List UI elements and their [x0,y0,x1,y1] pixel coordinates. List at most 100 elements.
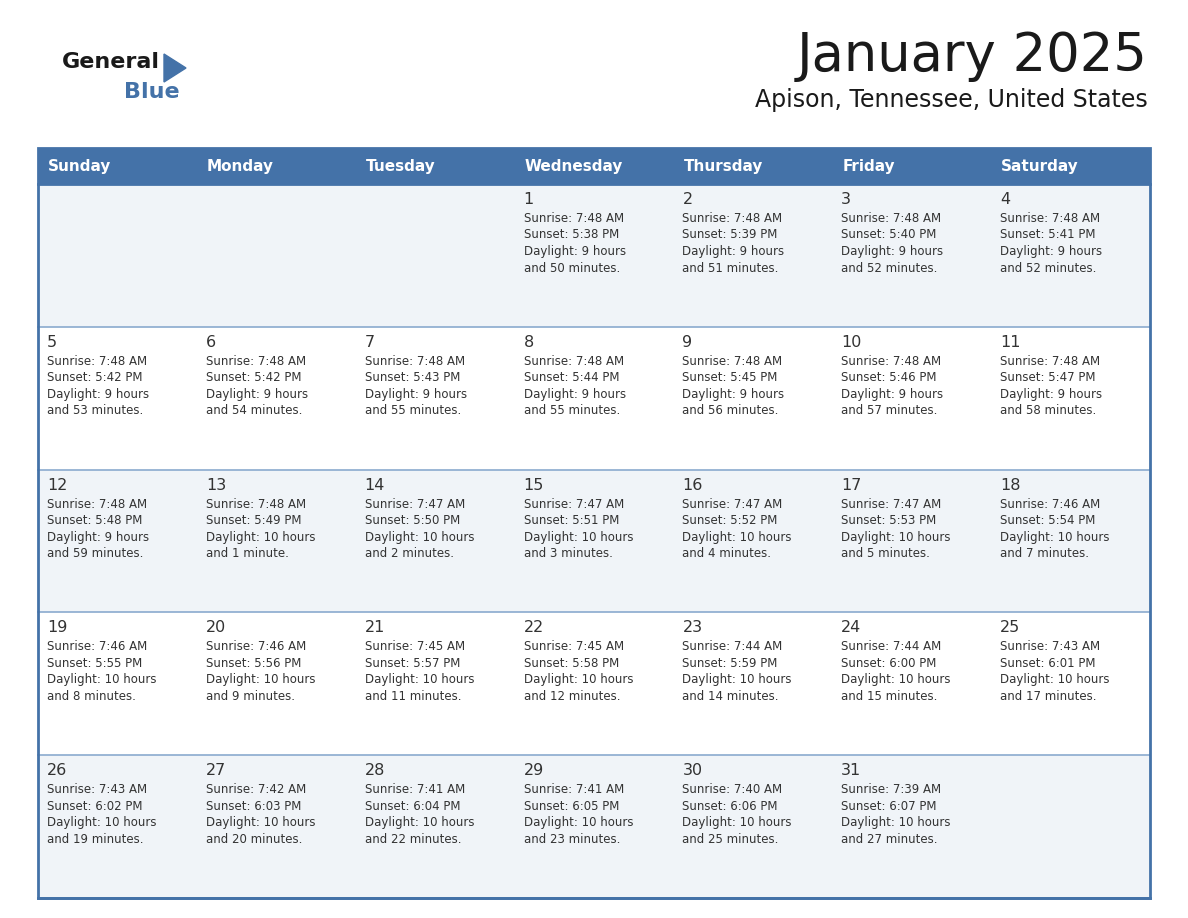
Text: and 53 minutes.: and 53 minutes. [48,404,144,418]
Text: 5: 5 [48,335,57,350]
Text: Daylight: 10 hours: Daylight: 10 hours [682,531,792,543]
Text: 6: 6 [206,335,216,350]
Text: Daylight: 10 hours: Daylight: 10 hours [365,674,474,687]
Text: and 52 minutes.: and 52 minutes. [1000,262,1097,274]
Text: Sunset: 5:50 PM: Sunset: 5:50 PM [365,514,460,527]
Text: Sunset: 5:59 PM: Sunset: 5:59 PM [682,657,778,670]
Text: Sunrise: 7:48 AM: Sunrise: 7:48 AM [841,212,941,225]
Text: Sunrise: 7:46 AM: Sunrise: 7:46 AM [48,641,147,654]
Text: and 58 minutes.: and 58 minutes. [1000,404,1097,418]
Text: and 17 minutes.: and 17 minutes. [1000,690,1097,703]
Text: Daylight: 10 hours: Daylight: 10 hours [1000,531,1110,543]
Text: Tuesday: Tuesday [366,159,436,174]
Text: 28: 28 [365,763,385,778]
Text: 26: 26 [48,763,68,778]
Text: Sunset: 6:01 PM: Sunset: 6:01 PM [1000,657,1095,670]
Text: Daylight: 10 hours: Daylight: 10 hours [524,816,633,829]
Text: 16: 16 [682,477,703,493]
Text: 7: 7 [365,335,375,350]
Text: Sunset: 5:42 PM: Sunset: 5:42 PM [48,371,143,385]
Text: 27: 27 [206,763,226,778]
Text: Daylight: 9 hours: Daylight: 9 hours [524,387,626,401]
Text: and 56 minutes.: and 56 minutes. [682,404,779,418]
Text: Sunrise: 7:47 AM: Sunrise: 7:47 AM [524,498,624,510]
Text: Sunrise: 7:45 AM: Sunrise: 7:45 AM [365,641,465,654]
Text: and 51 minutes.: and 51 minutes. [682,262,779,274]
Text: Daylight: 10 hours: Daylight: 10 hours [682,816,792,829]
Text: 23: 23 [682,621,702,635]
Text: Sunset: 5:52 PM: Sunset: 5:52 PM [682,514,778,527]
Text: Sunset: 5:46 PM: Sunset: 5:46 PM [841,371,937,385]
Text: Sunset: 5:51 PM: Sunset: 5:51 PM [524,514,619,527]
Text: and 9 minutes.: and 9 minutes. [206,690,295,703]
Text: Sunset: 5:38 PM: Sunset: 5:38 PM [524,229,619,241]
Text: and 54 minutes.: and 54 minutes. [206,404,302,418]
Text: Blue: Blue [124,82,179,102]
Text: Sunset: 5:53 PM: Sunset: 5:53 PM [841,514,936,527]
Text: Sunrise: 7:48 AM: Sunrise: 7:48 AM [682,212,783,225]
Text: Sunset: 5:49 PM: Sunset: 5:49 PM [206,514,302,527]
Text: and 50 minutes.: and 50 minutes. [524,262,620,274]
Text: Daylight: 9 hours: Daylight: 9 hours [1000,245,1102,258]
Text: Daylight: 10 hours: Daylight: 10 hours [365,531,474,543]
Polygon shape [164,54,187,82]
Text: and 25 minutes.: and 25 minutes. [682,833,779,845]
Text: Sunrise: 7:48 AM: Sunrise: 7:48 AM [1000,212,1100,225]
Text: Daylight: 10 hours: Daylight: 10 hours [524,531,633,543]
Text: Sunset: 6:04 PM: Sunset: 6:04 PM [365,800,460,812]
Bar [38,756,1150,898]
Text: 22: 22 [524,621,544,635]
Text: Daylight: 9 hours: Daylight: 9 hours [524,245,626,258]
Text: Daylight: 10 hours: Daylight: 10 hours [841,531,950,543]
Text: January 2025: January 2025 [797,30,1148,82]
Text: Sunrise: 7:39 AM: Sunrise: 7:39 AM [841,783,941,796]
Text: 14: 14 [365,477,385,493]
Text: 19: 19 [48,621,68,635]
Text: and 20 minutes.: and 20 minutes. [206,833,302,845]
Text: Daylight: 9 hours: Daylight: 9 hours [1000,387,1102,401]
Text: and 8 minutes.: and 8 minutes. [48,690,135,703]
Text: and 12 minutes.: and 12 minutes. [524,690,620,703]
Text: Sunday: Sunday [48,159,112,174]
Text: Sunrise: 7:42 AM: Sunrise: 7:42 AM [206,783,307,796]
Text: Sunrise: 7:47 AM: Sunrise: 7:47 AM [682,498,783,510]
Text: Sunrise: 7:46 AM: Sunrise: 7:46 AM [1000,498,1100,510]
Text: Daylight: 10 hours: Daylight: 10 hours [841,816,950,829]
Text: Sunrise: 7:47 AM: Sunrise: 7:47 AM [841,498,942,510]
Text: Sunrise: 7:48 AM: Sunrise: 7:48 AM [524,354,624,368]
Text: 31: 31 [841,763,861,778]
Text: and 59 minutes.: and 59 minutes. [48,547,144,560]
Text: Daylight: 9 hours: Daylight: 9 hours [682,387,784,401]
Text: Sunset: 5:58 PM: Sunset: 5:58 PM [524,657,619,670]
Text: 10: 10 [841,335,861,350]
Text: and 52 minutes.: and 52 minutes. [841,262,937,274]
Text: Sunrise: 7:41 AM: Sunrise: 7:41 AM [365,783,465,796]
Text: Sunset: 6:06 PM: Sunset: 6:06 PM [682,800,778,812]
Text: 4: 4 [1000,192,1010,207]
Text: Sunrise: 7:44 AM: Sunrise: 7:44 AM [682,641,783,654]
Text: Sunset: 5:39 PM: Sunset: 5:39 PM [682,229,778,241]
Bar [38,612,1150,756]
Text: and 23 minutes.: and 23 minutes. [524,833,620,845]
Text: and 57 minutes.: and 57 minutes. [841,404,937,418]
Text: Daylight: 10 hours: Daylight: 10 hours [48,674,157,687]
Text: 18: 18 [1000,477,1020,493]
Text: Sunrise: 7:48 AM: Sunrise: 7:48 AM [206,354,307,368]
Text: Daylight: 10 hours: Daylight: 10 hours [206,816,315,829]
Text: 15: 15 [524,477,544,493]
Text: Friday: Friday [842,159,895,174]
Bar [38,327,1150,470]
Text: 20: 20 [206,621,226,635]
Text: and 19 minutes.: and 19 minutes. [48,833,144,845]
Text: Sunset: 5:56 PM: Sunset: 5:56 PM [206,657,302,670]
Text: and 2 minutes.: and 2 minutes. [365,547,454,560]
Text: 30: 30 [682,763,702,778]
Text: 17: 17 [841,477,861,493]
Bar [38,148,1150,184]
Text: Daylight: 9 hours: Daylight: 9 hours [48,531,150,543]
Text: Daylight: 10 hours: Daylight: 10 hours [682,674,792,687]
Text: Sunset: 5:40 PM: Sunset: 5:40 PM [841,229,936,241]
Text: and 27 minutes.: and 27 minutes. [841,833,937,845]
Text: Sunset: 5:48 PM: Sunset: 5:48 PM [48,514,143,527]
Bar [38,184,1150,327]
